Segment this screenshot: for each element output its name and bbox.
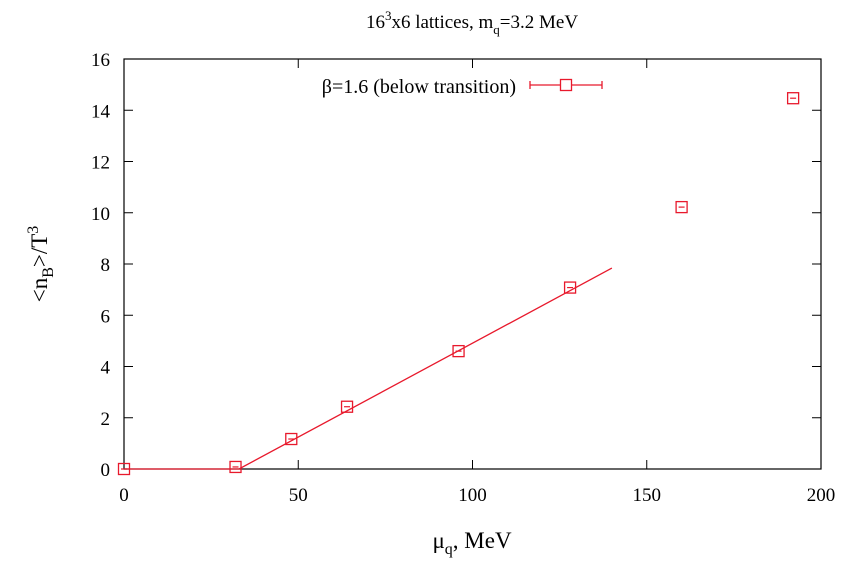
data-point (229, 460, 242, 474)
x-tick-label: 100 (458, 485, 487, 506)
legend: β=1.6 (below transition) (322, 76, 603, 98)
y-tick-label: 14 (91, 101, 111, 122)
y-tick-label: 10 (91, 204, 110, 225)
plot-frame (123, 58, 822, 470)
data-point (786, 92, 800, 105)
x-axis-label: μq, MeV (432, 528, 512, 558)
data-point (117, 462, 131, 476)
data-point (340, 400, 354, 413)
x-tick-label: 0 (119, 485, 129, 506)
y-tick-label: 4 (101, 358, 111, 379)
y-tick-label: 12 (91, 153, 110, 174)
y-tick-label: 0 (101, 460, 111, 481)
chart-title: 163x6 lattices, mq=3.2 MeV (366, 8, 578, 37)
y-tick-label: 6 (101, 306, 111, 327)
data-point (675, 200, 688, 214)
x-tick-label: 50 (289, 485, 308, 506)
data-points (117, 92, 800, 476)
fit-polyline (124, 267, 613, 470)
x-tick-label: 150 (633, 485, 662, 506)
y-axis-label: <nB>/T3 (25, 226, 57, 303)
fit-line (124, 267, 613, 470)
legend-marker (559, 78, 573, 92)
y-tick-label: 16 (91, 50, 110, 71)
y-tick-label: 2 (101, 409, 111, 430)
legend-label: β=1.6 (below transition) (322, 76, 516, 98)
legend-key (529, 78, 603, 92)
x-tick-label: 200 (807, 485, 836, 506)
axis-ticks: 0 50 100 150 200 0 2 4 6 8 10 12 14 16 (91, 50, 835, 506)
y-tick-label: 8 (101, 255, 111, 276)
data-point (285, 432, 298, 446)
data-point (452, 344, 465, 358)
data-point (563, 281, 577, 294)
